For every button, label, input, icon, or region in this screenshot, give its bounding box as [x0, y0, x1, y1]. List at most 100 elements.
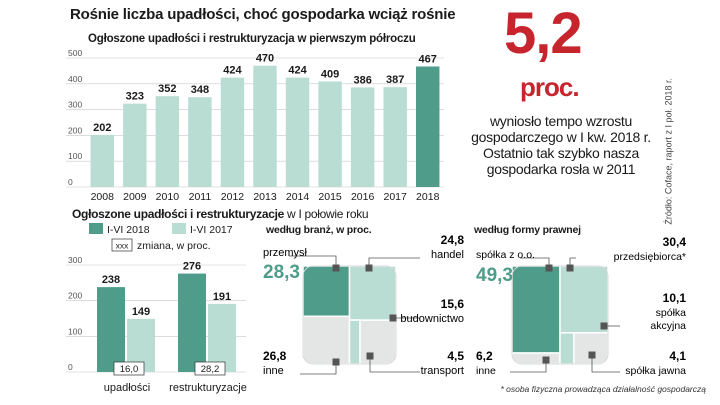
yearly-bar	[253, 65, 277, 187]
yearly-bar-label: 348	[191, 84, 209, 96]
highlight-unit: proc.	[520, 72, 580, 102]
change-legend-box-text: xxx	[116, 241, 130, 251]
yearly-bar	[123, 103, 147, 187]
legal-form-label: przedsiębiorca*	[614, 251, 686, 263]
industry-segment	[302, 315, 351, 365]
industry-segment	[348, 319, 361, 365]
industry-value: 4,5	[447, 349, 464, 363]
industry-value: 28,3	[263, 262, 300, 283]
legal-form-segment	[559, 265, 609, 334]
industry-leader-dot	[366, 352, 374, 360]
legal-form-leader-dot	[566, 264, 574, 272]
legal-form-label: spółka jawna	[625, 365, 686, 377]
halfyear-bar	[97, 287, 125, 372]
legal-form-chart-title: według formy prawnej	[474, 224, 581, 236]
yearly-bar-label: 470	[256, 53, 274, 65]
legend-label-2017: I-VI 2017	[190, 224, 233, 236]
change-value-box	[113, 361, 145, 376]
change-legend-box	[111, 238, 133, 252]
halfyear-bar-label: 149	[132, 306, 150, 318]
halfyear-chart-title: Ogłoszone upadłości i restrukturyzacje w…	[72, 207, 369, 221]
change-value-box	[194, 361, 226, 376]
industry-segment	[302, 265, 351, 318]
halfyear-title-suffix: w I połowie roku	[287, 207, 369, 221]
legal-form-label: spółka	[656, 307, 687, 319]
halfyear-xtick-label: restrukturyzacje	[169, 382, 247, 394]
change-value: 16,0	[120, 364, 139, 375]
yearly-xtick-label: 2014	[286, 191, 310, 203]
yearly-xtick-label: 2017	[384, 191, 408, 203]
halfyear-bar	[208, 303, 236, 372]
industry-label: handel	[431, 249, 464, 261]
yearly-ytick-label: 0	[68, 177, 73, 187]
yearly-bar-label: 409	[321, 68, 339, 80]
legal-form-segment	[559, 332, 575, 365]
industry-leader-dot	[332, 264, 340, 272]
legal-form-leader-dot	[600, 322, 608, 330]
legend-swatch-2017	[172, 223, 186, 234]
industry-leader-dot	[389, 314, 397, 322]
yearly-bar-label: 386	[353, 74, 371, 86]
industry-leader-dot	[365, 264, 373, 272]
yearly-xtick-label: 2009	[123, 191, 147, 203]
legal-form-label: inne	[476, 365, 496, 377]
legal-form-value: 10,1	[663, 291, 687, 305]
industry-segment	[348, 265, 397, 321]
legend-label-2018: I-VI 2018	[107, 224, 150, 236]
industry-leader-line	[300, 362, 337, 375]
legal-form-leader-line	[510, 360, 547, 373]
industry-label: inne	[263, 365, 284, 377]
yearly-xtick-label: 2012	[221, 191, 245, 203]
yearly-bar-label: 323	[126, 91, 144, 103]
yearly-bar	[155, 96, 180, 187]
halfyear-title-main: Ogłoszone upadłości i restrukturyzacje	[72, 207, 284, 221]
yearly-bar	[350, 87, 375, 187]
industry-label: transport	[421, 365, 464, 377]
legal-form-label: akcyjna	[650, 320, 686, 332]
yearly-bar-label: 387	[386, 74, 404, 86]
industry-label: budownictwo	[400, 313, 464, 325]
industry-leader-line	[289, 255, 337, 268]
highlight-description: wyniosło tempo wzrostu gospodarczego w I…	[471, 113, 651, 177]
industry-value: 26,8	[263, 349, 287, 363]
legal-form-value: 6,2	[476, 349, 493, 363]
halfyear-xtick-label: upadłości	[104, 382, 150, 394]
halfyear-bar-label: 276	[183, 261, 201, 273]
change-value: 28,2	[201, 364, 220, 375]
headline: Rośnie liczba upadłości, choć gospodarka…	[70, 6, 456, 23]
legal-form-leader-line	[591, 355, 620, 373]
halfyear-bar	[178, 273, 206, 372]
yearly-bar	[220, 77, 245, 187]
legal-form-value: 30,4	[663, 235, 687, 249]
footnote: * osoba fizyczna prowadząca działalność …	[500, 384, 706, 394]
industry-leader-line	[369, 356, 420, 373]
industry-value: 15,6	[441, 297, 465, 311]
legal-form-value: 4,1	[669, 349, 686, 363]
halfyear-ytick-label: 0	[68, 362, 73, 372]
legal-form-leader-dot	[588, 351, 596, 359]
yearly-bar-label: 202	[93, 122, 111, 134]
yearly-bar	[416, 66, 440, 187]
yearly-bar-label: 352	[158, 83, 176, 95]
legal-form-value: 49,3	[476, 265, 513, 286]
legal-form-leader-dot	[542, 356, 550, 364]
yearly-bar-label: 424	[288, 65, 307, 77]
yearly-ytick-label: 400	[68, 74, 82, 84]
yearly-xtick-label: 2016	[351, 191, 375, 203]
yearly-xtick-label: 2015	[318, 191, 342, 203]
legal-form-segment	[511, 265, 561, 354]
yearly-xtick-label: 2018	[416, 191, 440, 203]
halfyear-ytick-label: 200	[68, 291, 82, 301]
legal-form-frame	[511, 265, 609, 365]
yearly-xtick-label: 2011	[189, 191, 212, 203]
halfyear-bar-label: 238	[102, 274, 120, 286]
yearly-xtick-label: 2013	[253, 191, 277, 203]
yearly-ytick-label: 500	[68, 48, 82, 58]
yearly-bar-label: 467	[419, 54, 437, 66]
halfyear-ytick-label: 100	[68, 326, 82, 336]
yearly-bar	[90, 134, 114, 187]
legend-swatch-2018	[89, 223, 103, 234]
yearly-ytick-label: 200	[68, 125, 82, 135]
